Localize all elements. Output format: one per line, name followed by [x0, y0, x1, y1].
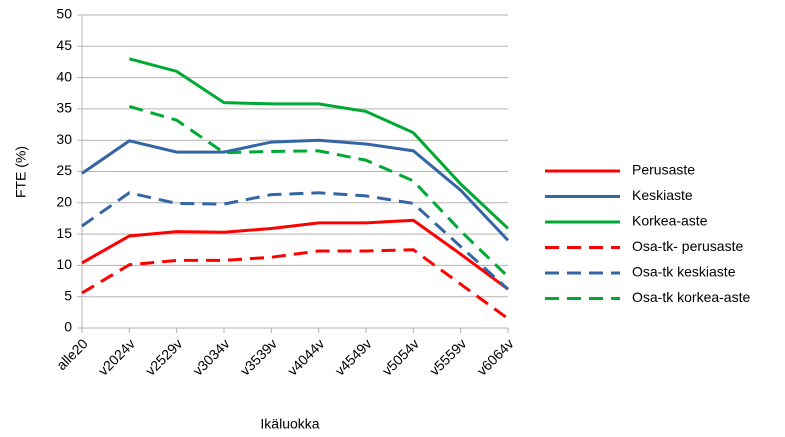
y-tick-label: 40: [56, 68, 72, 84]
series-line: [128, 57, 510, 230]
y-tick-label: 45: [56, 37, 72, 53]
y-axis-label: FTE (%): [13, 146, 29, 198]
y-tick-label: 0: [64, 319, 72, 335]
legend-label: Osa-tk keskiaste: [632, 264, 736, 280]
x-tick-label: v3539v: [237, 335, 280, 378]
y-tick-label: 10: [56, 256, 72, 272]
y-tick-label: 25: [56, 162, 72, 178]
series-line: [81, 218, 509, 291]
series-line: [81, 248, 509, 320]
legend-label: Osa-tk- perusaste: [632, 238, 743, 254]
y-tick-label: 15: [56, 225, 72, 241]
x-axis-label: Ikäluokka: [260, 416, 319, 432]
x-tick-label: alle20: [53, 335, 91, 373]
x-tick-label: v3034v: [189, 335, 232, 378]
y-tick-label: 20: [56, 194, 72, 210]
x-tick-label: v5559v: [426, 335, 469, 378]
x-tick-label: v4044v: [284, 335, 327, 378]
y-tick-label: 5: [64, 287, 72, 303]
y-tick-label: 35: [56, 100, 72, 116]
y-tick-label: 30: [56, 131, 72, 147]
series-line: [128, 104, 510, 278]
legend-label: Keskiaste: [632, 187, 693, 203]
legend-label: Perusaste: [632, 162, 695, 178]
x-tick-label: v5054v: [379, 335, 422, 378]
x-tick-label: v4549v: [331, 335, 374, 378]
series-line: [81, 138, 510, 242]
x-tick-label: v2024v: [95, 335, 138, 378]
legend-label: Osa-tk korkea-aste: [632, 289, 750, 305]
x-tick-label: v6064v: [473, 335, 516, 378]
series-line: [81, 191, 510, 291]
y-tick-label: 50: [56, 6, 72, 22]
legend-label: Korkea-aste: [632, 213, 708, 229]
x-tick-label: v2529v: [142, 335, 185, 378]
